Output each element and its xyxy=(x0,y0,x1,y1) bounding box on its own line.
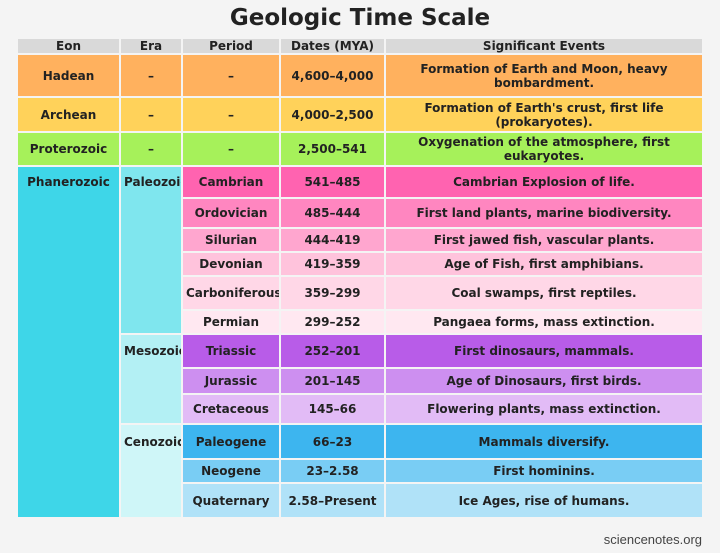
period-cell: Carboniferous xyxy=(183,277,279,309)
table-row: Phanerozoic Paleozoic Cambrian 541–485 C… xyxy=(18,167,702,517)
period-cell: Cambrian xyxy=(183,167,279,197)
eon-cell: Archean xyxy=(18,98,119,131)
table-row: Cenozoic Paleogene 66–23 Mammals diversi… xyxy=(18,425,702,517)
table-row: Devonian 419–359 Age of Fish, first amph… xyxy=(18,253,702,275)
dates-cell: 145–66 xyxy=(281,395,384,423)
period-cell: Ordovician xyxy=(183,199,279,227)
watermark-text: sciencenotes.org xyxy=(603,532,702,547)
events-cell: Mammals diversify. xyxy=(386,425,702,458)
era-cell: Cenozoic xyxy=(121,425,181,517)
page-title: Geologic Time Scale xyxy=(229,5,491,31)
events-cell: Age of Fish, first amphibians. xyxy=(386,253,702,275)
period-cell: – xyxy=(183,98,279,131)
table-row: Ordovician 485–444 First land plants, ma… xyxy=(18,199,702,227)
events-cell: Ice Ages, rise of humans. xyxy=(386,484,702,517)
period-cell: – xyxy=(183,133,279,165)
events-cell: First dinosaurs, mammals. xyxy=(386,335,702,367)
events-cell: Formation of Earth's crust, first life (… xyxy=(386,98,702,131)
era-cell: Mesozoic xyxy=(121,335,181,423)
table-row: Proterozoic – – 2,500–541 Oxygenation of… xyxy=(18,133,702,165)
dates-cell: 2.58–Present xyxy=(281,484,384,517)
dates-cell: 541–485 xyxy=(281,167,384,197)
table-row: Cretaceous 145–66 Flowering plants, mass… xyxy=(18,395,702,423)
dates-cell: 23–2.58 xyxy=(281,460,384,482)
events-cell: Coal swamps, first reptiles. xyxy=(386,277,702,309)
table-row: Permian 299–252 Pangaea forms, mass exti… xyxy=(18,311,702,333)
events-cell: Formation of Earth and Moon, heavy bomba… xyxy=(386,55,702,96)
events-cell: Age of Dinosaurs, first birds. xyxy=(386,369,702,393)
events-cell: First land plants, marine biodiversity. xyxy=(386,199,702,227)
era-cell: – xyxy=(121,133,181,165)
dates-cell: 4,000–2,500 xyxy=(281,98,384,131)
table-row: Carboniferous 359–299 Coal swamps, first… xyxy=(18,277,702,309)
period-cell: Permian xyxy=(183,311,279,333)
period-cell: Paleogene xyxy=(183,425,279,458)
period-cell: Triassic xyxy=(183,335,279,367)
events-cell: Pangaea forms, mass extinction. xyxy=(386,311,702,333)
header-period: Period xyxy=(183,39,279,53)
table-row: Archean – – 4,000–2,500 Formation of Ear… xyxy=(18,98,702,131)
period-cell: Jurassic xyxy=(183,369,279,393)
header-dates: Dates (MYA) xyxy=(281,39,384,53)
table-row: Quaternary 2.58–Present Ice Ages, rise o… xyxy=(18,484,702,517)
eon-cell: Phanerozoic xyxy=(18,167,119,517)
era-cell: – xyxy=(121,98,181,131)
period-cell: Quaternary xyxy=(183,484,279,517)
dates-cell: 4,600–4,000 xyxy=(281,55,384,96)
period-cell: Silurian xyxy=(183,229,279,251)
table-row: Neogene 23–2.58 First hominins. xyxy=(18,460,702,482)
header-era: Era xyxy=(121,39,181,53)
geologic-time-table: Eon Era Period Dates (MYA) Significant E… xyxy=(16,37,704,519)
eon-cell: Hadean xyxy=(18,55,119,96)
events-cell: First jawed fish, vascular plants. xyxy=(386,229,702,251)
header-events: Significant Events xyxy=(386,39,702,53)
dates-cell: 485–444 xyxy=(281,199,384,227)
period-cell: Cretaceous xyxy=(183,395,279,423)
table-header-row: Eon Era Period Dates (MYA) Significant E… xyxy=(18,39,702,53)
period-cell: – xyxy=(183,55,279,96)
dates-cell: 252–201 xyxy=(281,335,384,367)
era-cell: – xyxy=(121,55,181,96)
table-row: Silurian 444–419 First jawed fish, vascu… xyxy=(18,229,702,251)
table-row: Mesozoic Triassic 252–201 First dinosaur… xyxy=(18,335,702,423)
events-cell: Cambrian Explosion of life. xyxy=(386,167,702,197)
header-eon: Eon xyxy=(18,39,119,53)
dates-cell: 359–299 xyxy=(281,277,384,309)
period-cell: Neogene xyxy=(183,460,279,482)
events-cell: First hominins. xyxy=(386,460,702,482)
table-row: Hadean – – 4,600–4,000 Formation of Eart… xyxy=(18,55,702,96)
dates-cell: 66–23 xyxy=(281,425,384,458)
period-cell: Devonian xyxy=(183,253,279,275)
events-cell: Oxygenation of the atmosphere, first euk… xyxy=(386,133,702,165)
events-cell: Flowering plants, mass extinction. xyxy=(386,395,702,423)
dates-cell: 201–145 xyxy=(281,369,384,393)
dates-cell: 419–359 xyxy=(281,253,384,275)
dates-cell: 2,500–541 xyxy=(281,133,384,165)
eon-cell: Proterozoic xyxy=(18,133,119,165)
table-row: Jurassic 201–145 Age of Dinosaurs, first… xyxy=(18,369,702,393)
dates-cell: 299–252 xyxy=(281,311,384,333)
era-cell: Paleozoic xyxy=(121,167,181,333)
dates-cell: 444–419 xyxy=(281,229,384,251)
